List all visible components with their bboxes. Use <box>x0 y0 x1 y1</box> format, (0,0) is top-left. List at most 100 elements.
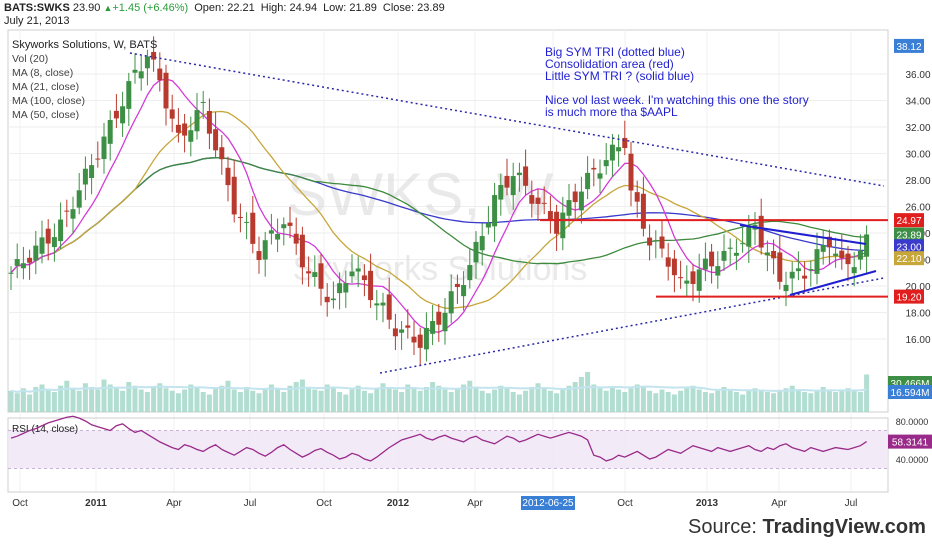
annotation-line: is much more tha $AAPL <box>545 105 678 119</box>
volume-bar <box>504 388 510 412</box>
candle-body <box>516 172 522 176</box>
volume-bar <box>653 393 659 412</box>
candle-body <box>628 153 634 191</box>
volume-bar <box>622 392 628 412</box>
volume-bar <box>851 389 857 412</box>
volume-label: 16.594M <box>891 388 930 399</box>
volume-bar <box>727 389 733 412</box>
candle-body <box>144 56 150 69</box>
volume-bar <box>330 388 336 412</box>
volume-bar <box>839 390 845 412</box>
volume-bar <box>609 387 615 412</box>
candle-body <box>368 270 374 301</box>
volume-bar <box>814 390 820 412</box>
candle-body <box>45 228 51 244</box>
volume-bar <box>492 389 498 412</box>
volume-bar <box>120 390 126 412</box>
candle-body <box>312 272 318 277</box>
candle-body <box>436 311 442 325</box>
volume-bar <box>213 388 219 412</box>
volume-bar <box>498 385 504 412</box>
rsi-line <box>10 415 867 462</box>
candle-body <box>293 233 299 244</box>
volume-bar <box>324 384 330 412</box>
volume-bar <box>76 390 82 412</box>
y-tick-label: 20.00 <box>905 282 930 293</box>
low-label: Low: <box>323 2 347 14</box>
candle-body <box>498 184 504 200</box>
open-label: Open: <box>194 2 225 14</box>
volume-bar <box>392 389 398 412</box>
close-label: Close: <box>382 2 415 14</box>
candle-body <box>833 253 839 256</box>
rsi-label: RSI (14, close) <box>12 424 78 435</box>
x-tick-label: Oct <box>12 498 28 509</box>
price-label: 38.12 <box>896 42 921 53</box>
candle-body <box>492 195 498 227</box>
candle-body <box>585 172 591 190</box>
candle-body <box>169 109 175 119</box>
candle-body <box>219 147 225 160</box>
volume-bar <box>70 388 76 412</box>
little-triangle-top <box>739 224 867 245</box>
last-price: 23.90 <box>72 2 101 14</box>
candle-body <box>113 110 119 119</box>
candle-body <box>727 247 733 249</box>
volume-bar <box>318 390 324 412</box>
candle-body <box>560 212 566 239</box>
volume-bar <box>554 393 560 412</box>
candle-body <box>237 216 243 218</box>
y-tick-label: 28.00 <box>905 176 930 187</box>
volume-bar <box>206 394 212 412</box>
volume-bar <box>337 392 343 412</box>
volume-bar <box>355 385 361 412</box>
candle-body <box>603 160 609 167</box>
candle-body <box>826 236 832 248</box>
volume-bar <box>405 384 411 412</box>
volume-bar <box>287 385 293 412</box>
price-label: 24.97 <box>896 216 921 227</box>
volume-bar <box>845 388 851 412</box>
candle-body <box>795 268 801 272</box>
volume-bar <box>151 387 157 412</box>
volume-bar <box>126 382 132 412</box>
volume-bar <box>659 389 665 412</box>
candle-body <box>70 209 76 219</box>
y-tick-label: 16.00 <box>905 335 930 346</box>
volume-bar <box>281 392 287 412</box>
annotation-line: Nice vol last week. I'm watching this on… <box>545 93 809 107</box>
candle-body <box>39 237 45 254</box>
volume-bar <box>39 384 45 412</box>
volume-bar <box>188 384 194 412</box>
symbol: BATS:SWKS <box>4 2 70 14</box>
candle-body <box>808 269 814 271</box>
rsi-last-box <box>888 434 932 449</box>
x-tick-label: Oct <box>316 498 332 509</box>
low-value: 21.89 <box>349 2 377 14</box>
candle-body <box>820 245 826 252</box>
volume-bar <box>436 385 442 412</box>
volume-bar <box>225 380 231 412</box>
volume-bar <box>647 390 653 412</box>
candle-body <box>82 168 88 185</box>
volume-bar <box>752 388 758 412</box>
candle-body <box>138 71 144 79</box>
candle-body <box>721 250 727 261</box>
volume-bar <box>603 390 609 412</box>
volume-label: 30.466M <box>891 379 930 390</box>
candle-body <box>771 250 777 259</box>
annotations: Big SYM TRI (dotted blue) Consolidation … <box>545 45 809 119</box>
candle-body <box>349 271 355 277</box>
volume-bar <box>616 389 622 412</box>
candle-body <box>473 241 479 263</box>
candle-body <box>523 166 529 186</box>
price-label-box <box>894 227 924 242</box>
volume-bar <box>510 392 516 412</box>
volume-bar <box>58 385 64 412</box>
volume-bar <box>665 392 671 412</box>
volume-bars <box>8 372 870 412</box>
volume-bar <box>702 392 708 412</box>
volume-bar <box>423 387 429 412</box>
annotation-line: Consolidation area (red) <box>545 57 674 71</box>
